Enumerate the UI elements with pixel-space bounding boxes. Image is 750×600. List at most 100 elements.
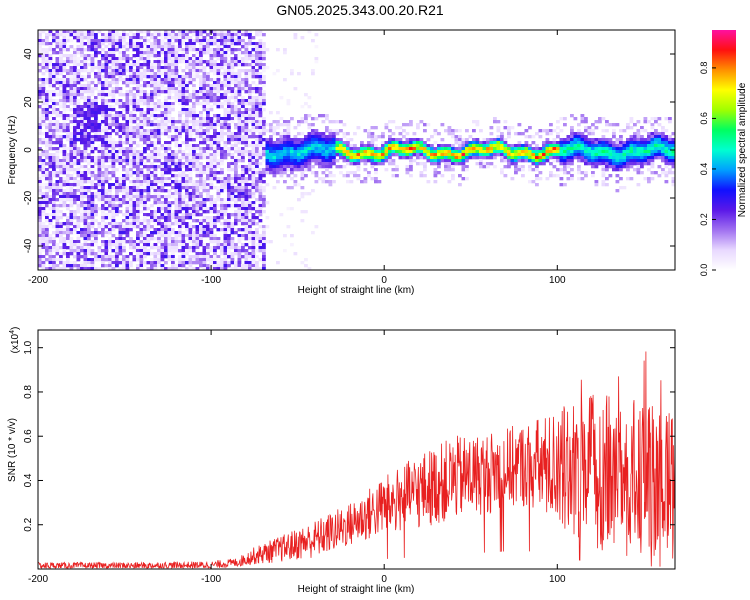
heatmap-cell: [300, 105, 305, 109]
heatmap-cell: [206, 156, 210, 160]
heatmap-cell: [216, 69, 221, 73]
heatmap-cell: [339, 141, 343, 145]
heatmap-cell: [55, 192, 60, 196]
heatmap-cell: [465, 165, 469, 169]
heatmap-cell: [244, 33, 249, 37]
heatmap-cell: [73, 48, 77, 52]
heatmap-cell: [69, 102, 74, 106]
heatmap-cell: [262, 45, 266, 49]
heatmap-cell: [104, 45, 109, 49]
heatmap-cell: [374, 135, 378, 139]
heatmap-cell: [244, 225, 249, 229]
heatmap-cell: [38, 126, 42, 130]
heatmap-cell: [167, 117, 172, 121]
heatmap-cell: [398, 153, 403, 157]
heatmap-cell: [59, 51, 63, 55]
heatmap-cell: [258, 66, 263, 70]
heatmap-cell: [241, 267, 245, 271]
heatmap-cell: [297, 156, 301, 160]
heatmap-cell: [265, 150, 270, 154]
heatmap-cell: [160, 90, 165, 94]
heatmap-cell: [339, 165, 343, 169]
heatmap-cell: [69, 261, 74, 265]
heatmap-cell: [251, 213, 256, 217]
heatmap-cell: [262, 261, 266, 265]
heatmap-cell: [174, 213, 179, 217]
heatmap-cell: [265, 165, 270, 169]
heatmap-cell: [192, 258, 196, 262]
heatmap-cell: [353, 171, 357, 175]
heatmap-cell: [122, 141, 126, 145]
heatmap-cell: [255, 96, 259, 100]
heatmap-cell: [195, 93, 200, 97]
heatmap-cell: [97, 198, 102, 202]
heatmap-cell: [80, 171, 84, 175]
heatmap-cell: [122, 174, 126, 178]
heatmap-cell: [223, 240, 228, 244]
heatmap-cell: [223, 249, 228, 253]
heatmap-cell: [59, 252, 63, 256]
heatmap-cell: [279, 96, 284, 100]
heatmap-cell: [59, 99, 63, 103]
heatmap-cell: [139, 204, 144, 208]
heatmap-cell: [178, 219, 182, 223]
heatmap-cell: [62, 42, 67, 46]
heatmap-cell: [171, 195, 175, 199]
heatmap-cell: [55, 156, 60, 160]
heatmap-cell: [66, 39, 70, 43]
heatmap-cell: [251, 120, 256, 124]
heatmap-cell: [279, 147, 284, 151]
heatmap-cell: [108, 210, 112, 214]
heatmap-cell: [237, 72, 242, 76]
heatmap-cell: [283, 147, 287, 151]
heatmap-cell: [41, 204, 46, 208]
heatmap-cell: [136, 198, 140, 202]
heatmap-cell: [206, 267, 210, 271]
heatmap-cell: [332, 138, 336, 142]
heatmap-cell: [125, 57, 130, 61]
heatmap-cell: [237, 54, 242, 58]
heatmap-cell: [216, 96, 221, 100]
heatmap-cell: [234, 48, 238, 52]
heatmap-cell: [258, 258, 263, 262]
heatmap-cell: [209, 186, 214, 190]
heatmap-cell: [132, 69, 137, 73]
heatmap-cell: [374, 162, 378, 166]
heatmap-cell: [409, 138, 413, 142]
heatmap-cell: [461, 159, 466, 163]
heatmap-cell: [244, 180, 249, 184]
heatmap-cell: [283, 48, 287, 52]
heatmap-cell: [192, 84, 196, 88]
heatmap-cell: [87, 93, 91, 97]
heatmap-cell: [101, 117, 105, 121]
heatmap-cell: [48, 54, 53, 58]
heatmap-cell: [125, 54, 130, 58]
heatmap-cell: [83, 48, 88, 52]
heatmap-cell: [94, 39, 98, 43]
heatmap-cell: [83, 240, 88, 244]
heatmap-cell: [286, 132, 291, 136]
heatmap-cell: [202, 117, 207, 121]
heatmap-cell: [258, 192, 263, 196]
heatmap-cell: [433, 132, 438, 136]
heatmap-cell: [255, 30, 259, 34]
heatmap-cell: [69, 147, 74, 151]
heatmap-cell: [167, 129, 172, 133]
heatmap-cell: [234, 108, 238, 112]
heatmap-cell: [367, 129, 371, 133]
heatmap-cell: [223, 222, 228, 226]
heatmap-cell: [283, 156, 287, 160]
heatmap-cell: [209, 204, 214, 208]
heatmap-cell: [76, 201, 81, 205]
heatmap-cell: [458, 138, 462, 142]
heatmap-cell: [363, 156, 368, 160]
heatmap-cell: [59, 144, 63, 148]
heatmap-cell: [52, 33, 56, 37]
heatmap-cell: [262, 174, 266, 178]
heatmap-cell: [178, 30, 182, 34]
heatmap-cell: [157, 177, 161, 181]
heatmap-cell: [321, 144, 326, 148]
heatmap-cell: [62, 129, 67, 133]
heatmap-cell: [73, 90, 77, 94]
heatmap-cell: [136, 213, 140, 217]
